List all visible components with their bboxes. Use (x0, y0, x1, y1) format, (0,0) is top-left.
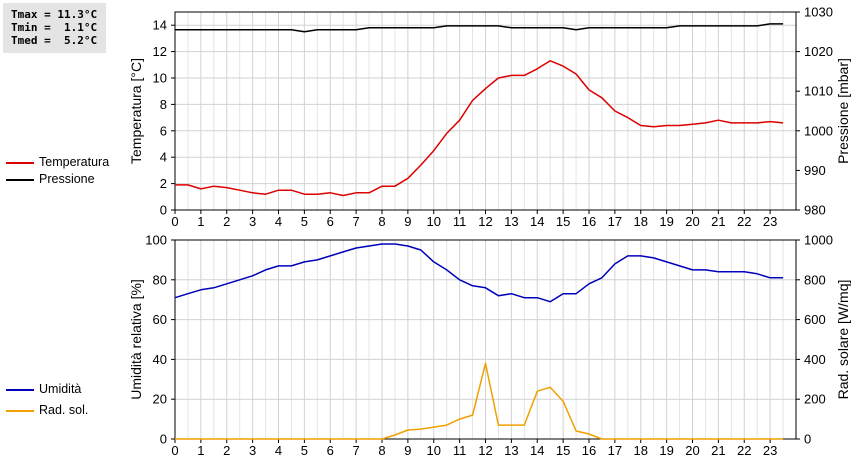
chart2-series-umidit-line (174, 243, 784, 303)
stat-tmin: Tmin = 1.1°C (11, 21, 98, 34)
chart1-x-tick-label: 6 (327, 214, 334, 229)
chart1-x-tick-label: 0 (171, 214, 178, 229)
chart1-x-tick-label: 13 (504, 214, 518, 229)
chart2-x-tick-label: 0 (171, 443, 178, 458)
chart1-y2-tick-label: 1000 (804, 123, 833, 138)
chart2-x-tick-label: 6 (327, 443, 334, 458)
chart1-y2-tick-label: 980 (804, 203, 826, 218)
chart1-x-tick-label: 10 (427, 214, 441, 229)
chart1-series-pressione-line (175, 23, 784, 33)
stats-box: Tmax = 11.3°C Tmin = 1.1°C Tmed = 5.2°C (3, 3, 106, 53)
chart1-x-tick-label: 18 (634, 214, 648, 229)
chart1-x-tick-label: 7 (353, 214, 360, 229)
chart1-y-tick-label: 4 (160, 150, 167, 165)
legend-label-pressione: Pressione (39, 172, 95, 186)
chart2-y-tick-label: 80 (153, 272, 167, 287)
chart2-x-tick-label: 20 (685, 443, 699, 458)
chart2-series-rad-sol-line (175, 362, 784, 440)
chart1-x-tick-label: 12 (478, 214, 492, 229)
chart1-y-tick-label: 12 (153, 44, 167, 59)
chart2-y2-tick-label: 400 (804, 352, 826, 367)
chart1-x-tick-label: 2 (223, 214, 230, 229)
chart1-y-tick-label: 8 (160, 97, 167, 112)
chart1-y-tick-label: 6 (160, 123, 167, 138)
chart1-y-tick-label: 10 (153, 71, 167, 86)
chart2-y-tick-label: 40 (153, 352, 167, 367)
chart2-y-tick-label: 100 (145, 233, 167, 248)
chart1-y-tick-label: 2 (160, 176, 167, 191)
chart2-x-tick-label: 18 (634, 443, 648, 458)
chart1-x-tick-label: 16 (582, 214, 596, 229)
legend-swatch-rad-sol (6, 410, 34, 412)
chart2-x-tick-label: 9 (404, 443, 411, 458)
chart1-x-tick-label: 11 (453, 214, 467, 229)
chart1-x-tick-label: 19 (659, 214, 673, 229)
chart1-y2-tick-label: 1020 (804, 44, 833, 59)
chart1-y-tick-label: 0 (160, 203, 167, 218)
chart1-x-tick-label: 1 (197, 214, 204, 229)
chart1-x-tick-label: 9 (404, 214, 411, 229)
chart1-y2-tick-label: 1010 (804, 84, 833, 99)
legend-label-temperatura: Temperatura (39, 155, 110, 169)
chart1-x-tick-label: 5 (301, 214, 308, 229)
chart2-x-tick-label: 2 (223, 443, 230, 458)
chart1-x-tick-label: 3 (249, 214, 256, 229)
chart2-y-tick-label: 20 (153, 392, 167, 407)
chart1-ylabel: Temperatura [°C] (128, 58, 144, 164)
legend-swatch-pressione (6, 179, 34, 181)
chart1-x-tick-label: 21 (711, 214, 725, 229)
chart1-x-tick-label: 17 (608, 214, 622, 229)
chart2-ylabel: Umidità relativa [%] (128, 279, 144, 400)
chart1-x-tick-label: 20 (685, 214, 699, 229)
chart1-x-tick-label: 23 (763, 214, 777, 229)
chart2-x-tick-label: 3 (249, 443, 256, 458)
chart2-x-tick-label: 10 (427, 443, 441, 458)
legend-label-rad-sol: Rad. sol. (39, 403, 89, 417)
chart2-x-tick-label: 11 (453, 443, 467, 458)
chart2-y2-tick-label: 0 (804, 432, 811, 447)
chart1-y2-tick-label: 1030 (804, 5, 833, 20)
chart2-x-tick-label: 7 (353, 443, 360, 458)
chart2-x-tick-label: 8 (378, 443, 385, 458)
chart2-x-tick-label: 5 (301, 443, 308, 458)
chart1-y2label: Pressione [mbar] (835, 58, 851, 164)
chart2-x-tick-label: 16 (582, 443, 596, 458)
chart1-x-tick-label: 22 (737, 214, 751, 229)
legend-swatch-umidita (6, 389, 34, 391)
chart2-y2-tick-label: 800 (804, 272, 826, 287)
chart2-x-tick-label: 14 (530, 443, 544, 458)
stat-tmax: Tmax = 11.3°C (11, 8, 98, 21)
chart2-y2-tick-label: 600 (804, 312, 826, 327)
chart2-y2-tick-label: 1000 (804, 233, 833, 248)
legend-label-umidita: Umidità (39, 382, 82, 396)
chart2-x-tick-label: 21 (711, 443, 725, 458)
chart2-y-tick-label: 0 (160, 432, 167, 447)
chart2-x-tick-label: 19 (659, 443, 673, 458)
legend-swatch-temperatura (6, 162, 34, 164)
chart1-x-tick-label: 4 (275, 214, 282, 229)
chart1-y2-tick-label: 990 (804, 163, 826, 178)
stat-tmed: Tmed = 5.2°C (11, 34, 98, 47)
chart2-x-tick-label: 23 (763, 443, 777, 458)
chart2-y2-tick-label: 200 (804, 392, 826, 407)
chart2-x-tick-label: 13 (504, 443, 518, 458)
chart2-x-tick-label: 4 (275, 443, 282, 458)
chart1-x-tick-label: 15 (556, 214, 570, 229)
chart1-series-temperatura-line (175, 60, 784, 197)
chart1-x-tick-label: 8 (378, 214, 385, 229)
chart2-x-tick-label: 17 (608, 443, 622, 458)
chart2-x-tick-label: 15 (556, 443, 570, 458)
chart2-y2label: Rad. solare [W/mq] (835, 280, 851, 400)
chart1-x-tick-label: 14 (530, 214, 544, 229)
chart2-x-tick-label: 12 (478, 443, 492, 458)
chart2-x-tick-label: 22 (737, 443, 751, 458)
chart2-x-tick-label: 1 (197, 443, 204, 458)
chart2-y-tick-label: 60 (153, 312, 167, 327)
chart1-y-tick-label: 14 (153, 18, 167, 33)
